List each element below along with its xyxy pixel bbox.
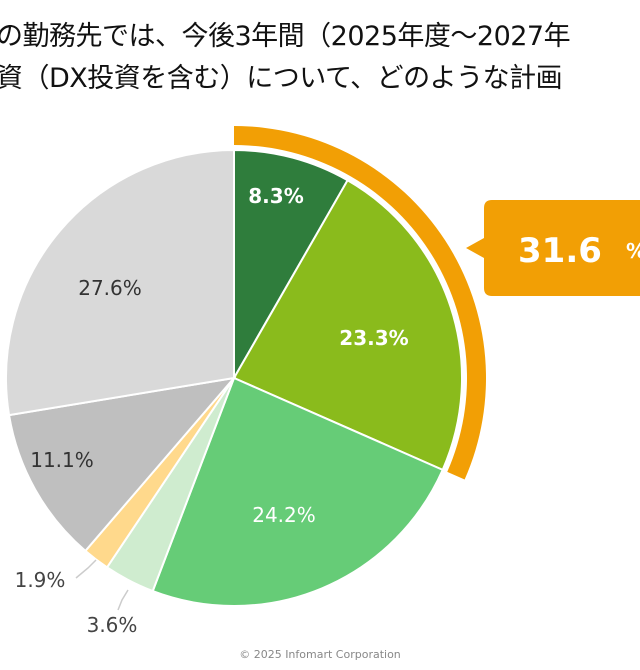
- highlight-arc: [234, 126, 486, 480]
- data-label-3: 3.6%: [87, 613, 138, 637]
- data-label-0: 8.3%: [248, 184, 303, 208]
- chart-title-line-1: の勤務先では、今後3年間（2025年度～2027年: [0, 21, 571, 52]
- pie-slice-6: [5, 148, 235, 417]
- chart-title-line-2: 資（DX投資を含む）について、どのような計画: [0, 63, 563, 94]
- leader-line-3-6: [117, 589, 129, 611]
- data-label-4: 1.9%: [15, 568, 66, 592]
- data-label-5: 11.1%: [30, 448, 94, 472]
- pie-slice-5: [7, 376, 237, 553]
- leader-line-1-9: [75, 559, 97, 579]
- highlight-unit: %: [626, 239, 640, 263]
- pie-slice-1: [232, 178, 463, 472]
- data-label-1: 23.3%: [339, 326, 408, 350]
- highlight-callout: [466, 200, 640, 296]
- pie-slice-2: [151, 376, 444, 607]
- highlight-value: 31.6: [518, 231, 602, 271]
- copyright-footer: © 2025 Infomart Corporation: [239, 648, 401, 661]
- data-label-2: 24.2%: [252, 503, 316, 527]
- pie-slice-0: [233, 148, 349, 382]
- data-label-6: 27.6%: [78, 276, 142, 300]
